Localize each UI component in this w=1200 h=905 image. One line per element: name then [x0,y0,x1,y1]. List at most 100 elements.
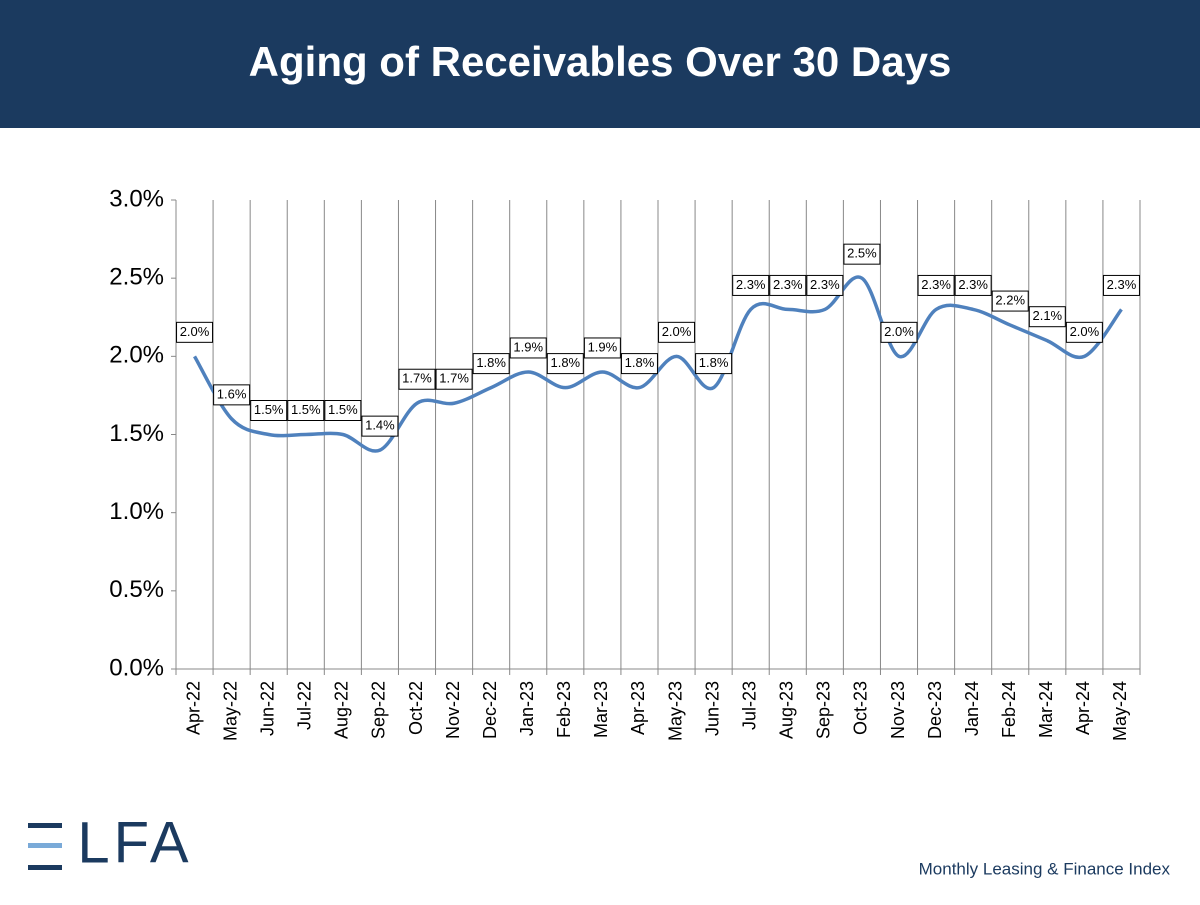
logo-bar [28,823,62,828]
x-tick-label: Sep-22 [369,681,389,739]
x-tick-label: Jun-23 [702,681,722,736]
data-label: 1.9% [583,337,621,359]
data-label-box [546,353,584,375]
data-label-box [472,353,510,375]
x-tick-label: Mar-24 [1036,681,1056,738]
x-tick-label: Jul-23 [739,681,759,730]
x-tick-label: Aug-22 [332,681,352,739]
data-label-text: 1.4% [365,418,395,433]
data-label: 1.5% [324,400,362,421]
x-tick-label: Apr-24 [1073,681,1093,735]
data-label-box [658,321,696,343]
data-label: 1.8% [472,353,510,375]
data-label-text: 1.8% [476,355,506,370]
data-label: 2.3% [1102,274,1140,296]
header-band [0,0,1200,128]
data-label-box [1065,321,1103,343]
data-label: 2.0% [1065,321,1103,343]
data-label-text: 2.0% [662,324,692,339]
data-label: 1.7% [435,368,473,390]
data-label-text: 1.5% [328,402,358,417]
data-label-box [620,353,658,375]
data-label: 1.8% [620,353,658,375]
x-tick-label: Apr-23 [628,681,648,735]
y-tick-label: 1.0% [109,498,164,525]
x-tick-label: Jun-22 [257,681,277,736]
data-label-text: 1.7% [402,371,432,386]
data-label-box [1028,306,1066,328]
data-label-box [954,274,992,296]
data-label: 2.3% [769,274,807,296]
data-label-box [287,400,325,421]
y-tick-label: 2.0% [109,342,164,369]
data-label: 1.8% [695,353,733,375]
data-label: 2.2% [991,290,1029,312]
x-tick-label: Nov-22 [443,681,463,739]
data-label-box [1102,274,1140,296]
data-label: 2.3% [954,274,992,296]
data-label-box [917,274,955,296]
x-tick-label: Jan-23 [517,681,537,736]
data-label-text: 2.0% [180,324,210,339]
data-label-text: 2.3% [958,277,988,292]
chart-title: Aging of Receivables Over 30 Days [249,38,952,85]
tagline: Monthly Leasing & Finance Index [919,859,1171,878]
data-label-text: 2.0% [884,324,914,339]
data-label-text: 2.3% [736,277,766,292]
plot: 0.0% 0.5% 1.0% 1.5% 2.0% 2.5% 3.0% Apr-22 May-22… [109,185,1141,741]
data-label-text: 1.6% [217,386,247,401]
data-label-text: 1.7% [439,371,469,386]
data-label-box [361,415,399,437]
data-label-text: 2.2% [995,293,1025,308]
data-label-text: 2.3% [921,277,951,292]
data-label-text: 1.8% [625,355,655,370]
data-label: 2.3% [806,274,844,296]
data-label-box [583,337,621,359]
logo-bar [28,865,62,870]
x-tick-label: Oct-23 [851,681,871,735]
x-tick-label: May-24 [1110,681,1130,741]
y-tick-label: 1.5% [109,420,164,447]
data-label-text: 2.3% [810,277,840,292]
data-label: 1.8% [546,353,584,375]
data-label-text: 1.5% [254,402,284,417]
data-label: 2.1% [1028,306,1066,328]
data-label: 1.5% [287,400,325,421]
x-tick-label: May-23 [665,681,685,741]
data-label-box [843,243,881,265]
series-line [193,275,1123,453]
data-label: 2.5% [843,243,881,265]
data-label: 2.0% [176,321,214,343]
x-tick-label: Feb-23 [554,681,574,738]
x-tick-label: May-22 [220,681,240,741]
y-tick-label: 0.0% [109,654,164,681]
x-tick-label: Dec-22 [480,681,500,739]
data-label-text: 1.9% [513,339,543,354]
data-label: 1.4% [361,415,399,437]
data-label-box [732,274,770,296]
data-label-box [695,353,733,375]
data-label: 1.5% [250,400,288,421]
data-label: 2.0% [658,321,696,343]
data-label-box [880,321,918,343]
data-label: 2.0% [880,321,918,343]
data-label-text: 2.0% [1070,324,1100,339]
data-label: 1.6% [213,384,251,406]
x-tick-label: Aug-23 [777,681,797,739]
x-tick-label: Nov-23 [888,681,908,739]
x-tick-label: Jan-24 [962,681,982,736]
logo: LFA [77,810,192,875]
x-tick-label: Sep-23 [814,681,834,739]
data-label: 1.7% [398,368,436,390]
data-label-box [398,368,436,390]
data-label-box [324,400,362,421]
data-label: 2.3% [917,274,955,296]
data-label-box [176,321,214,343]
data-label-text: 2.1% [1032,308,1062,323]
data-label-text: 1.9% [588,339,618,354]
x-tick-label: Dec-23 [925,681,945,739]
x-tick-label: Apr-22 [183,681,203,735]
data-label-text: 1.8% [550,355,580,370]
